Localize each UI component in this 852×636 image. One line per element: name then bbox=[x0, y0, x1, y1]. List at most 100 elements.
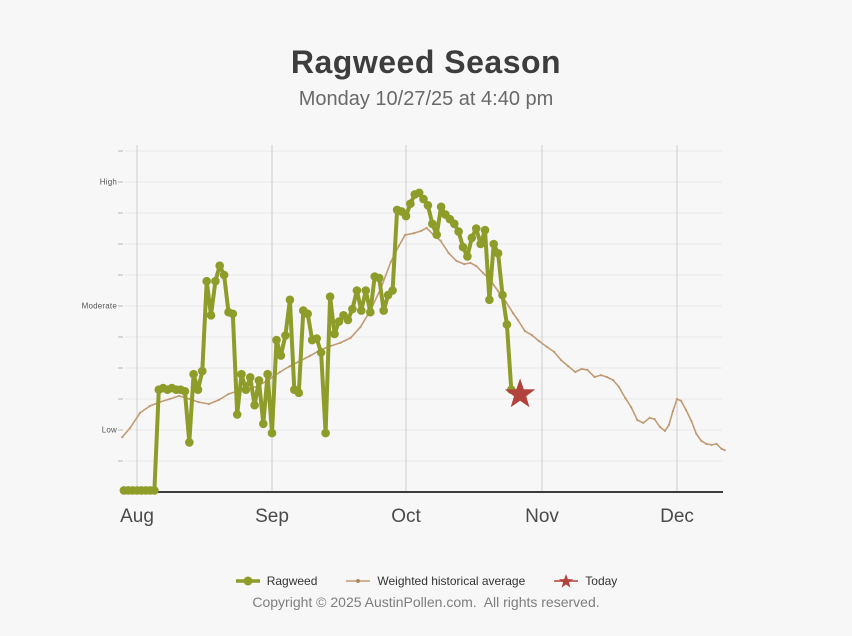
ragweed-data-point bbox=[388, 286, 397, 295]
historical-average-dot bbox=[511, 312, 515, 315]
historical-average-dot bbox=[715, 442, 718, 445]
historical-average-line bbox=[121, 227, 725, 451]
ragweed-data-point bbox=[366, 307, 375, 317]
ragweed-data-point bbox=[348, 304, 357, 314]
ragweed-data-point bbox=[458, 242, 468, 252]
historical-average-dot bbox=[671, 410, 675, 413]
historical-average-dot bbox=[178, 394, 181, 397]
y-axis-label-high: High bbox=[99, 177, 117, 187]
ragweed-data-point bbox=[193, 385, 203, 395]
ragweed-data-point bbox=[206, 311, 216, 320]
ragweed-data-point bbox=[436, 202, 446, 212]
x-axis-label-aug: Aug bbox=[120, 506, 154, 527]
legend-label: Ragweed bbox=[266, 574, 318, 588]
ragweed-data-point bbox=[476, 239, 485, 249]
copyright-text: Copyright © 2025 AustinPollen.com. All r… bbox=[252, 594, 600, 610]
chart-subtitle-datetime: Monday 10/27/25 at 4:40 pm bbox=[298, 88, 554, 110]
historical-average-dot bbox=[439, 239, 442, 242]
ragweed-data-point bbox=[202, 276, 211, 286]
historical-average-dot bbox=[553, 350, 556, 353]
historical-average-dot bbox=[612, 379, 615, 382]
historical-average-dot bbox=[695, 432, 698, 436]
historical-average-dot bbox=[288, 365, 291, 368]
ragweed-data-point bbox=[493, 249, 503, 258]
chart-legend: Ragweed Weighted historical average Today bbox=[0, 572, 852, 590]
legend-item-today[interactable]: Today bbox=[553, 572, 617, 590]
historical-average-dot bbox=[605, 375, 608, 379]
historical-average-dot bbox=[537, 339, 541, 343]
ragweed-data-point bbox=[198, 366, 207, 376]
historical-average-dot bbox=[207, 402, 210, 406]
historical-average-dot bbox=[278, 370, 282, 374]
ragweed-data-point bbox=[237, 369, 246, 379]
today-star-marker bbox=[504, 378, 536, 408]
ragweed-data-point bbox=[374, 273, 384, 283]
historical-average-dot bbox=[349, 336, 352, 339]
ragweed-data-point bbox=[454, 227, 463, 236]
ragweed-data-point bbox=[428, 219, 437, 229]
ragweed-data-point bbox=[463, 252, 472, 261]
ragweed-data-point bbox=[406, 199, 415, 208]
historical-average-dot bbox=[617, 385, 621, 388]
x-axis-label-sep: Sep bbox=[255, 506, 289, 527]
ragweed-data-point bbox=[414, 188, 424, 198]
historical-average-dot bbox=[642, 421, 645, 424]
historical-average-dot bbox=[497, 290, 500, 293]
historical-average-dot bbox=[168, 397, 171, 401]
legend-label: Weighted historical average bbox=[377, 574, 526, 588]
historical-average-dot bbox=[188, 397, 191, 401]
ragweed-data-point bbox=[250, 400, 259, 410]
historical-average-dot bbox=[710, 443, 713, 446]
historical-average-dot bbox=[447, 251, 450, 255]
ragweed-data-point bbox=[294, 388, 304, 398]
ragweed-data-point bbox=[241, 385, 251, 395]
historical-average-dot bbox=[586, 368, 589, 371]
ragweed-line-swatch bbox=[235, 576, 260, 586]
ragweed-data-point bbox=[357, 306, 366, 315]
historical-average-dot bbox=[700, 439, 703, 442]
historical-average-dot bbox=[412, 232, 415, 235]
historical-average-dot bbox=[559, 358, 563, 361]
ragweed-data-point bbox=[432, 230, 442, 239]
historical-average-dot bbox=[482, 272, 485, 275]
ragweed-data-point bbox=[316, 348, 326, 357]
legend-item-ragweed[interactable]: Ragweed bbox=[235, 572, 318, 590]
ragweed-data-point bbox=[334, 317, 344, 326]
historical-average-dot bbox=[197, 401, 200, 404]
historical-average-dot bbox=[138, 411, 142, 414]
historical-average-dot bbox=[475, 264, 478, 268]
ragweed-data-point bbox=[343, 315, 353, 325]
historical-average-dot bbox=[630, 406, 633, 409]
y-axis-label-low: Low bbox=[101, 425, 117, 435]
historical-average-dot bbox=[680, 399, 683, 402]
historical-average-dot bbox=[217, 398, 220, 401]
ragweed-data-point bbox=[471, 224, 481, 233]
x-axis-label-oct: Oct bbox=[391, 506, 421, 527]
historical-average-dot bbox=[227, 392, 230, 396]
ragweed-data-point bbox=[303, 309, 313, 319]
historical-average-dot bbox=[599, 374, 603, 377]
x-axis-label-nov: Nov bbox=[525, 506, 559, 527]
ragweed-data-point bbox=[219, 270, 229, 280]
ragweed-data-point bbox=[498, 290, 507, 300]
legend-label: Today bbox=[585, 574, 618, 588]
historical-average-dot bbox=[593, 375, 596, 379]
historical-average-dot bbox=[455, 259, 458, 263]
ragweed-data-point bbox=[267, 428, 277, 438]
historical-average-dot bbox=[636, 419, 639, 422]
historical-average-dot bbox=[663, 429, 667, 432]
historical-average-dot bbox=[675, 397, 679, 401]
x-axis-label-dec: Dec bbox=[660, 506, 694, 527]
legend-item-historical[interactable]: Weighted historical average bbox=[345, 572, 525, 590]
ragweed-data-point bbox=[185, 438, 194, 447]
ragweed-data-point bbox=[263, 369, 272, 379]
historical-average-dot bbox=[523, 330, 527, 333]
ragweed-data-point bbox=[180, 387, 190, 396]
historical-average-dot bbox=[308, 354, 312, 357]
historical-average-dot bbox=[690, 419, 693, 423]
ragweed-data-point bbox=[189, 369, 198, 379]
y-axis-label-moderate: Moderate bbox=[81, 301, 117, 311]
ragweed-data-point bbox=[312, 334, 322, 343]
ragweed-data-point bbox=[276, 351, 286, 360]
